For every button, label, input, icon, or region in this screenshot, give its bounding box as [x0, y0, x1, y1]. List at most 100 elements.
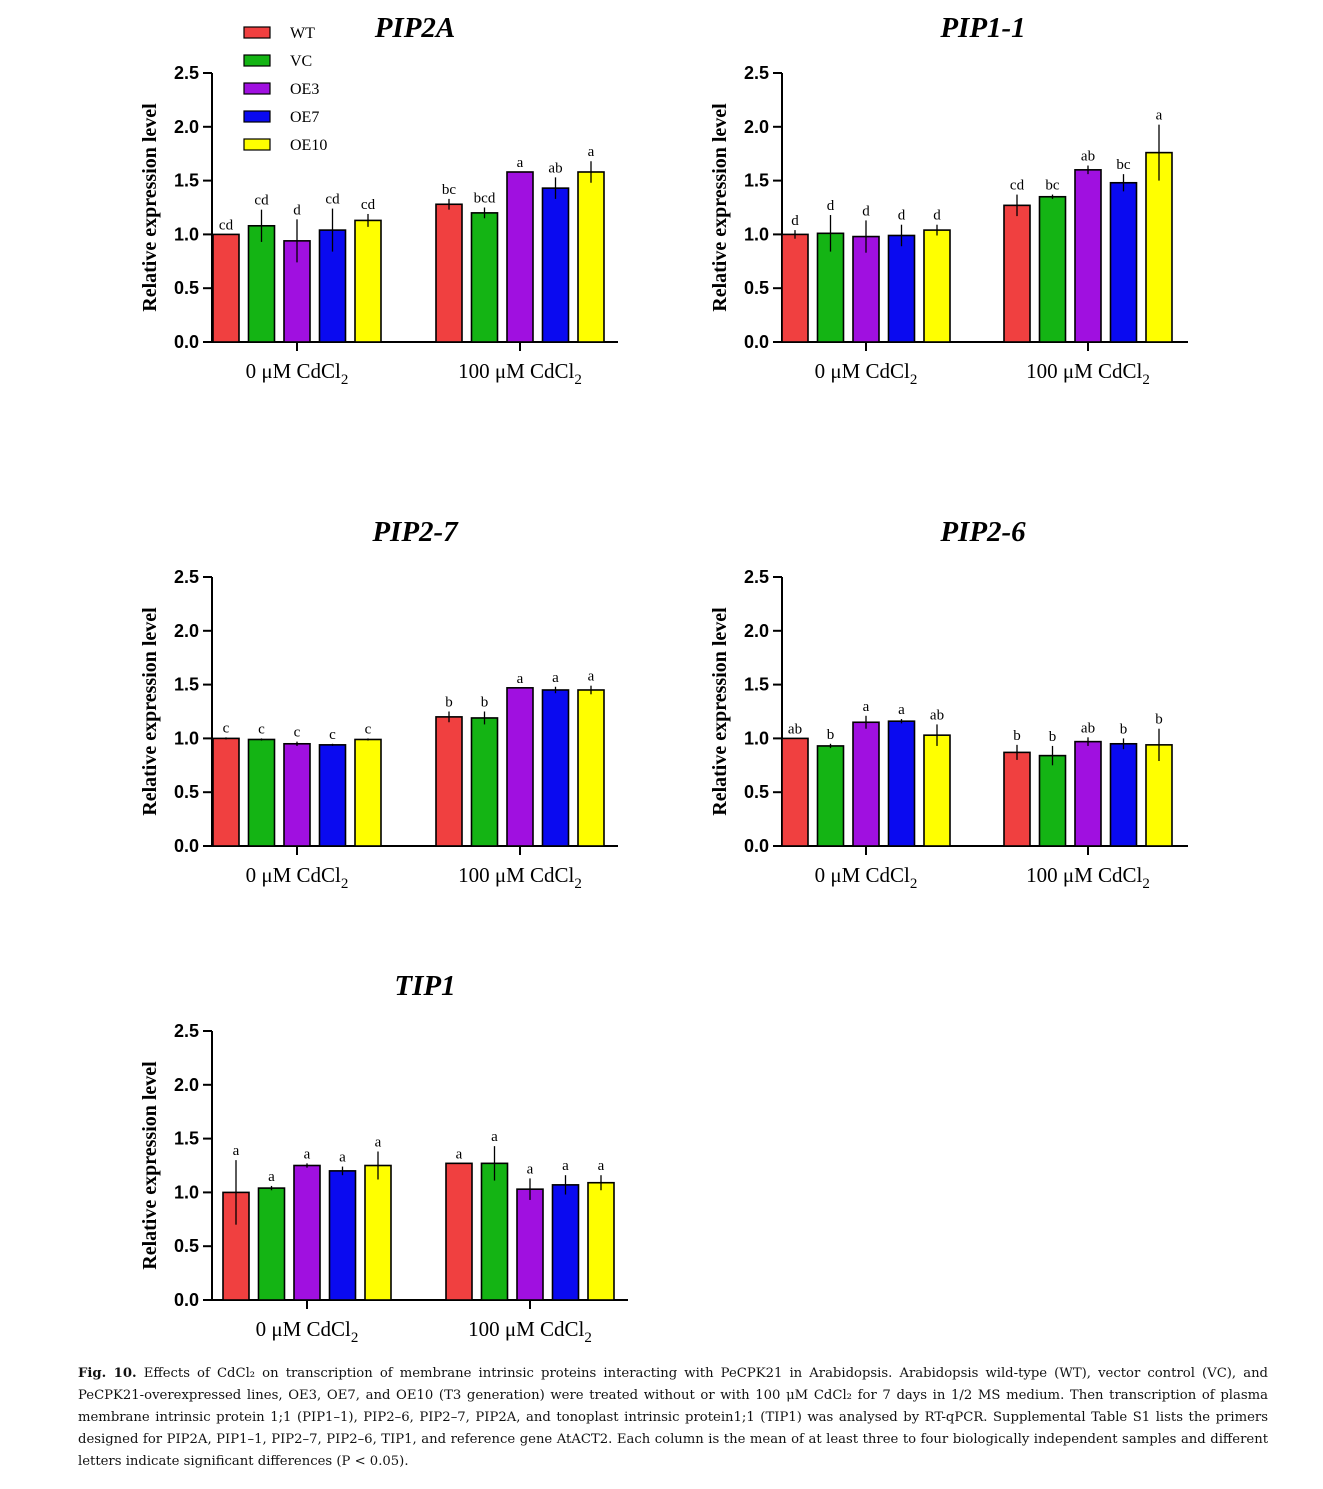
panel-title: PIP2A — [374, 12, 456, 44]
y-tick-label: 1.5 — [174, 171, 199, 191]
bar-oe10 — [587, 1181, 615, 1301]
bar-vc — [247, 224, 276, 343]
y-tick-label: 2.0 — [174, 621, 199, 641]
significance-letter: b — [481, 695, 489, 711]
y-tick-label: 0.0 — [174, 1290, 199, 1310]
x-category-label: 0 μM CdCl2 — [246, 863, 349, 892]
bar-vc — [470, 717, 499, 847]
panel-title: TIP1 — [394, 970, 455, 1002]
significance-letter: a — [588, 669, 595, 685]
significance-letter: ab — [548, 160, 562, 176]
bar-oe10 — [354, 738, 382, 847]
significance-letter: b — [1049, 729, 1057, 745]
y-axis-label: Relative expression level — [139, 1061, 161, 1270]
figure-caption: Fig. 10. Effects of CdCl₂ on transcripti… — [78, 1363, 1268, 1473]
y-tick-label: 0.5 — [744, 782, 769, 802]
bar-oe7 — [318, 744, 347, 847]
bar-oe10 — [354, 219, 382, 343]
significance-letter: b — [1013, 728, 1021, 744]
panel-pip1-1: PIP1-1 Relative expression level 0.0 0.5 1.0… — [709, 12, 1188, 388]
significance-letter: cd — [361, 197, 376, 213]
x-category-subscript: 2 — [351, 1330, 359, 1346]
y-tick-label: 0.0 — [174, 332, 199, 352]
x-category-label: 100 μM CdCl2 — [468, 1317, 592, 1346]
legend-label: OE7 — [290, 109, 319, 126]
significance-letter: bc — [1045, 178, 1060, 194]
bar-oe10 — [923, 734, 951, 847]
significance-letter: d — [898, 208, 906, 224]
y-tick-label: 2.5 — [744, 63, 769, 83]
significance-letter: cd — [325, 192, 340, 208]
y-tick-label: 1.0 — [744, 728, 769, 748]
significance-letter: a — [1156, 108, 1163, 124]
bar-oe7 — [1109, 181, 1138, 343]
y-tick-label: 1.5 — [174, 1129, 199, 1149]
significance-letter: c — [258, 721, 265, 737]
x-category-subscript: 2 — [341, 876, 349, 892]
significance-letter: a — [552, 670, 559, 686]
x-category-label: 100 μM CdCl2 — [1026, 359, 1150, 388]
y-tick-label: 0.5 — [744, 278, 769, 298]
significance-letter: cd — [1010, 178, 1025, 194]
x-category-label: 0 μM CdCl2 — [815, 359, 918, 388]
y-tick-label: 0.0 — [744, 332, 769, 352]
caption-text: Effects of CdCl₂ on transcription of mem… — [78, 1366, 1269, 1469]
x-category-subscript: 2 — [584, 1330, 592, 1346]
x-category-subscript: 2 — [910, 372, 918, 388]
x-category-label: 0 μM CdCl2 — [246, 359, 349, 388]
bar-oe7 — [887, 720, 916, 847]
significance-letter: d — [293, 202, 301, 218]
y-tick-label: 0.0 — [744, 836, 769, 856]
bar-oe3 — [283, 742, 311, 847]
bar-oe10 — [1145, 151, 1173, 343]
bar-vc — [816, 745, 845, 847]
significance-letter: b — [827, 727, 835, 743]
legend-swatch-oe3 — [243, 82, 271, 95]
y-tick-label: 2.5 — [174, 63, 199, 83]
bar-wt — [435, 716, 463, 847]
panel-title: PIP2-6 — [939, 516, 1026, 548]
bar-oe10 — [577, 689, 605, 847]
significance-letter: ab — [788, 721, 802, 737]
y-tick-label: 0.0 — [174, 836, 199, 856]
legend-swatch-wt — [243, 26, 271, 39]
y-tick-label: 2.5 — [744, 567, 769, 587]
significance-letter: a — [375, 1135, 382, 1151]
panel-title: PIP1-1 — [939, 12, 1025, 44]
y-tick-label: 2.0 — [174, 117, 199, 137]
bar-vc — [480, 1162, 509, 1301]
significance-letter: bcd — [474, 191, 496, 207]
bar-wt — [1003, 751, 1031, 847]
significance-letter: a — [588, 144, 595, 160]
bar-oe3 — [506, 171, 534, 343]
significance-letter: a — [527, 1161, 534, 1177]
significance-letter: a — [339, 1150, 346, 1166]
bar-wt — [1003, 204, 1031, 343]
significance-letter: d — [933, 208, 941, 224]
significance-letter: a — [562, 1158, 569, 1174]
y-tick-label: 0.5 — [174, 1236, 199, 1256]
y-tick-label: 1.5 — [744, 171, 769, 191]
bar-oe10 — [577, 171, 605, 343]
bar-oe3 — [852, 721, 880, 847]
significance-letter: b — [1155, 712, 1163, 728]
panel-pip2-6: PIP2-6 Relative expression level 0.0 0.5 1.0… — [709, 516, 1188, 892]
x-category-label: 100 μM CdCl2 — [1026, 863, 1150, 892]
y-tick-label: 2.5 — [174, 1021, 199, 1041]
bar-oe10 — [923, 229, 951, 343]
y-tick-label: 2.0 — [744, 117, 769, 137]
legend-label: OE3 — [290, 81, 319, 98]
y-axis-label: Relative expression level — [139, 103, 161, 312]
bar-vc — [247, 738, 276, 847]
significance-letter: d — [862, 203, 870, 219]
y-tick-label: 0.5 — [174, 278, 199, 298]
bar-wt — [445, 1162, 473, 1301]
significance-letter: c — [294, 725, 301, 741]
significance-letter: a — [517, 671, 524, 687]
y-tick-label: 0.5 — [174, 782, 199, 802]
significance-letter: a — [456, 1146, 463, 1162]
bar-vc — [470, 212, 499, 343]
bar-wt — [212, 737, 240, 847]
bar-oe3 — [516, 1188, 544, 1301]
y-tick-label: 1.0 — [744, 224, 769, 244]
